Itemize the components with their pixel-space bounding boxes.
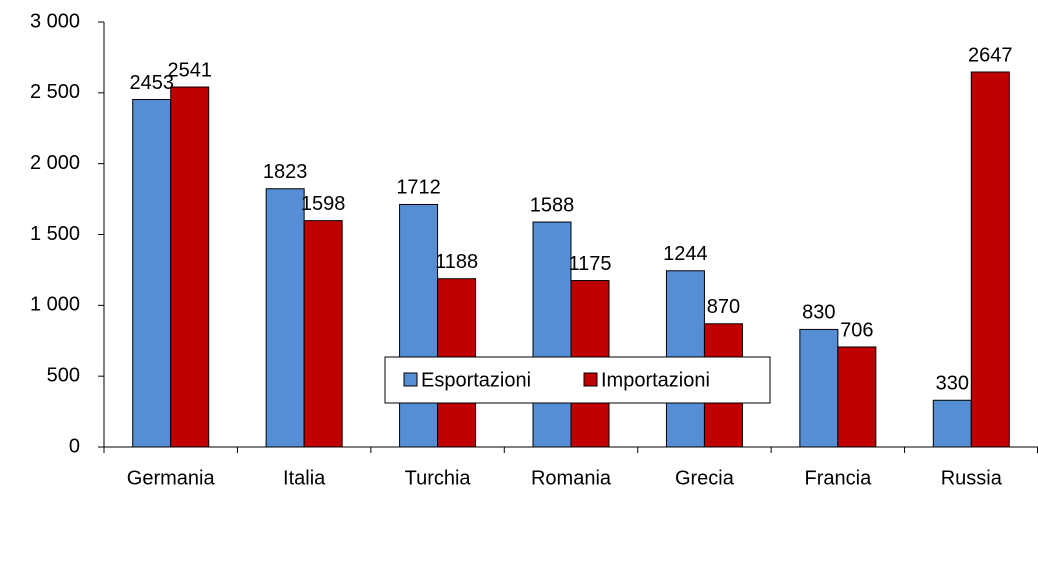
bar	[265, 188, 305, 448]
x-tick-label: Turchia	[405, 467, 472, 489]
y-tick-label: 500	[47, 364, 80, 386]
y-tick-label: 3 000	[30, 10, 80, 32]
bar	[932, 399, 972, 448]
data-label: 1588	[530, 194, 575, 216]
x-tick-label: Grecia	[675, 467, 735, 489]
legend-box	[384, 356, 771, 404]
bar	[132, 98, 172, 448]
bar	[303, 220, 343, 448]
data-label: 706	[840, 319, 873, 341]
y-tick-label: 1 000	[30, 294, 80, 316]
bar	[970, 71, 1010, 448]
data-label: 1244	[663, 243, 708, 265]
x-tick-label: Romania	[531, 467, 612, 489]
legend-swatch	[403, 372, 418, 387]
bar	[399, 203, 439, 448]
y-tick-label: 0	[69, 435, 80, 457]
x-tick-label: Germania	[127, 467, 216, 489]
x-tick-label: Russia	[941, 467, 1003, 489]
y-tick-label: 2 500	[30, 81, 80, 103]
legend-label: Esportazioni	[421, 369, 531, 391]
data-label: 1175	[568, 253, 611, 275]
x-tick-label: Italia	[283, 467, 326, 489]
bar	[799, 328, 839, 448]
data-label: 1188	[435, 251, 478, 273]
data-label: 1598	[301, 193, 346, 215]
x-tick-label: Francia	[805, 467, 873, 489]
data-label: 2647	[968, 44, 1013, 66]
bar	[532, 221, 572, 448]
data-label: 2453	[129, 72, 174, 94]
legend-label: Importazioni	[601, 369, 710, 391]
bar	[170, 86, 210, 448]
data-label: 830	[802, 302, 835, 324]
data-label: 870	[707, 296, 740, 318]
legend-swatch	[583, 372, 598, 387]
y-tick-label: 2 000	[30, 152, 80, 174]
data-label: 2541	[167, 59, 212, 81]
data-label: 1712	[396, 177, 441, 199]
data-label: 1823	[263, 161, 308, 183]
y-tick-label: 1 500	[30, 223, 80, 245]
bar	[837, 346, 877, 448]
data-label: 330	[936, 373, 969, 395]
